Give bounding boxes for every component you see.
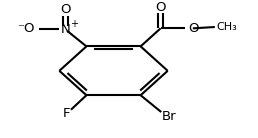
Text: O: O (188, 22, 199, 35)
Text: CH₃: CH₃ (216, 22, 237, 32)
Text: N: N (61, 23, 71, 36)
Text: O: O (61, 3, 71, 16)
Text: F: F (63, 107, 70, 120)
Text: Br: Br (161, 110, 176, 123)
Text: ⁻O: ⁻O (17, 22, 35, 35)
Text: +: + (70, 19, 78, 29)
Text: O: O (155, 1, 166, 14)
